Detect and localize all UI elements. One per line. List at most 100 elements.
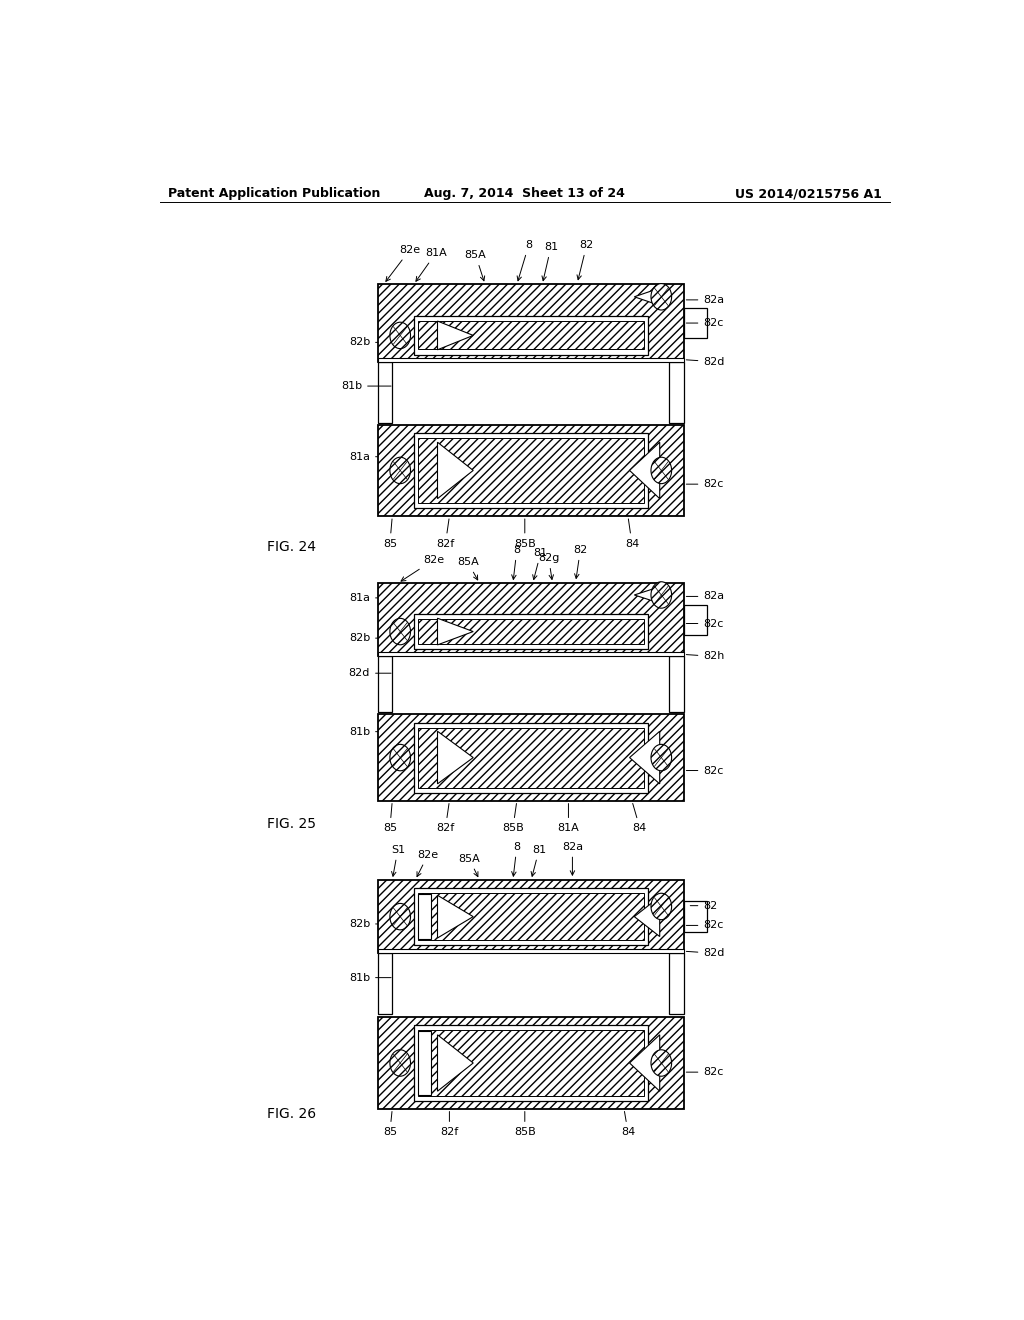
- Text: 85A: 85A: [457, 557, 478, 579]
- Circle shape: [651, 894, 672, 920]
- Circle shape: [651, 582, 672, 609]
- Polygon shape: [630, 442, 659, 499]
- Text: FIG. 25: FIG. 25: [267, 817, 315, 832]
- Text: 81a: 81a: [349, 451, 378, 462]
- Text: 82h: 82h: [686, 652, 725, 661]
- Bar: [458, 330, 604, 341]
- Circle shape: [390, 1049, 411, 1076]
- Text: US 2014/0215756 A1: US 2014/0215756 A1: [735, 187, 882, 201]
- Polygon shape: [437, 731, 473, 784]
- Bar: [458, 911, 604, 923]
- Text: 82: 82: [577, 240, 594, 280]
- Circle shape: [390, 457, 411, 483]
- Bar: [378, 425, 684, 516]
- Text: 81A: 81A: [416, 248, 446, 281]
- Bar: [414, 722, 648, 792]
- Bar: [418, 727, 644, 788]
- Text: 82g: 82g: [538, 553, 559, 579]
- Bar: [684, 308, 708, 338]
- Bar: [684, 902, 708, 932]
- Circle shape: [651, 1049, 672, 1076]
- Polygon shape: [437, 442, 473, 499]
- Bar: [414, 317, 648, 355]
- Text: 82e: 82e: [386, 246, 420, 281]
- Bar: [670, 362, 684, 422]
- Bar: [378, 358, 684, 362]
- Circle shape: [390, 903, 411, 929]
- Polygon shape: [634, 896, 659, 937]
- Polygon shape: [437, 1035, 473, 1092]
- Bar: [418, 321, 644, 350]
- Text: 85A: 85A: [465, 249, 486, 281]
- Text: 82e: 82e: [401, 554, 444, 581]
- Bar: [378, 583, 684, 656]
- Polygon shape: [630, 1035, 659, 1092]
- Bar: [418, 894, 644, 940]
- Text: 85: 85: [383, 519, 397, 549]
- Bar: [418, 619, 644, 644]
- Bar: [378, 949, 684, 953]
- Bar: [414, 1026, 648, 1101]
- Text: 81b: 81b: [349, 726, 378, 737]
- Text: 82f: 82f: [436, 519, 455, 549]
- Text: 82f: 82f: [436, 804, 455, 833]
- Bar: [378, 880, 684, 953]
- Text: FIG. 24: FIG. 24: [267, 540, 315, 553]
- Text: 85: 85: [383, 1111, 397, 1137]
- Text: Patent Application Publication: Patent Application Publication: [168, 187, 380, 201]
- Circle shape: [390, 322, 411, 348]
- Text: 84: 84: [633, 804, 647, 833]
- Polygon shape: [437, 618, 473, 645]
- Bar: [414, 888, 648, 945]
- Text: 82b: 82b: [349, 919, 378, 929]
- Polygon shape: [630, 731, 659, 784]
- Bar: [378, 652, 684, 656]
- Circle shape: [390, 618, 411, 644]
- Bar: [414, 614, 648, 649]
- Text: 8: 8: [512, 842, 520, 876]
- Text: 82c: 82c: [686, 318, 724, 329]
- Text: 82d: 82d: [349, 668, 391, 678]
- Text: 82c: 82c: [686, 766, 724, 776]
- Circle shape: [651, 744, 672, 771]
- Bar: [378, 714, 684, 801]
- Text: 82c: 82c: [686, 479, 724, 490]
- Text: 82a: 82a: [686, 294, 725, 305]
- Bar: [378, 656, 392, 713]
- Bar: [684, 605, 708, 635]
- Bar: [378, 953, 392, 1014]
- Text: 82c: 82c: [686, 920, 724, 931]
- Polygon shape: [437, 321, 473, 350]
- Bar: [378, 284, 684, 362]
- Bar: [378, 362, 392, 422]
- Text: 8: 8: [517, 240, 532, 281]
- Text: 81a: 81a: [349, 593, 378, 603]
- Text: FIG. 26: FIG. 26: [267, 1106, 316, 1121]
- Circle shape: [651, 284, 672, 310]
- Text: 81: 81: [542, 242, 558, 281]
- Text: 81: 81: [531, 845, 546, 876]
- Text: 82: 82: [573, 545, 588, 578]
- Text: 82c: 82c: [686, 1067, 724, 1077]
- Circle shape: [651, 457, 672, 483]
- Bar: [670, 656, 684, 713]
- Text: 82f: 82f: [440, 1111, 459, 1137]
- Text: 82d: 82d: [686, 356, 725, 367]
- Bar: [418, 438, 644, 503]
- Text: 81b: 81b: [341, 381, 391, 391]
- Text: 82c: 82c: [686, 619, 724, 628]
- Text: 82b: 82b: [349, 634, 378, 643]
- Text: 8: 8: [512, 545, 520, 579]
- Text: 85: 85: [383, 804, 397, 833]
- Bar: [419, 894, 431, 939]
- Bar: [414, 433, 648, 508]
- Text: 81b: 81b: [349, 973, 391, 982]
- Text: 81A: 81A: [558, 804, 580, 833]
- Text: 82: 82: [690, 900, 718, 911]
- Text: 84: 84: [625, 519, 639, 549]
- Text: 84: 84: [621, 1111, 635, 1137]
- Text: 81: 81: [532, 548, 548, 579]
- Text: 85B: 85B: [514, 519, 536, 549]
- Bar: [670, 953, 684, 1014]
- Polygon shape: [634, 288, 659, 305]
